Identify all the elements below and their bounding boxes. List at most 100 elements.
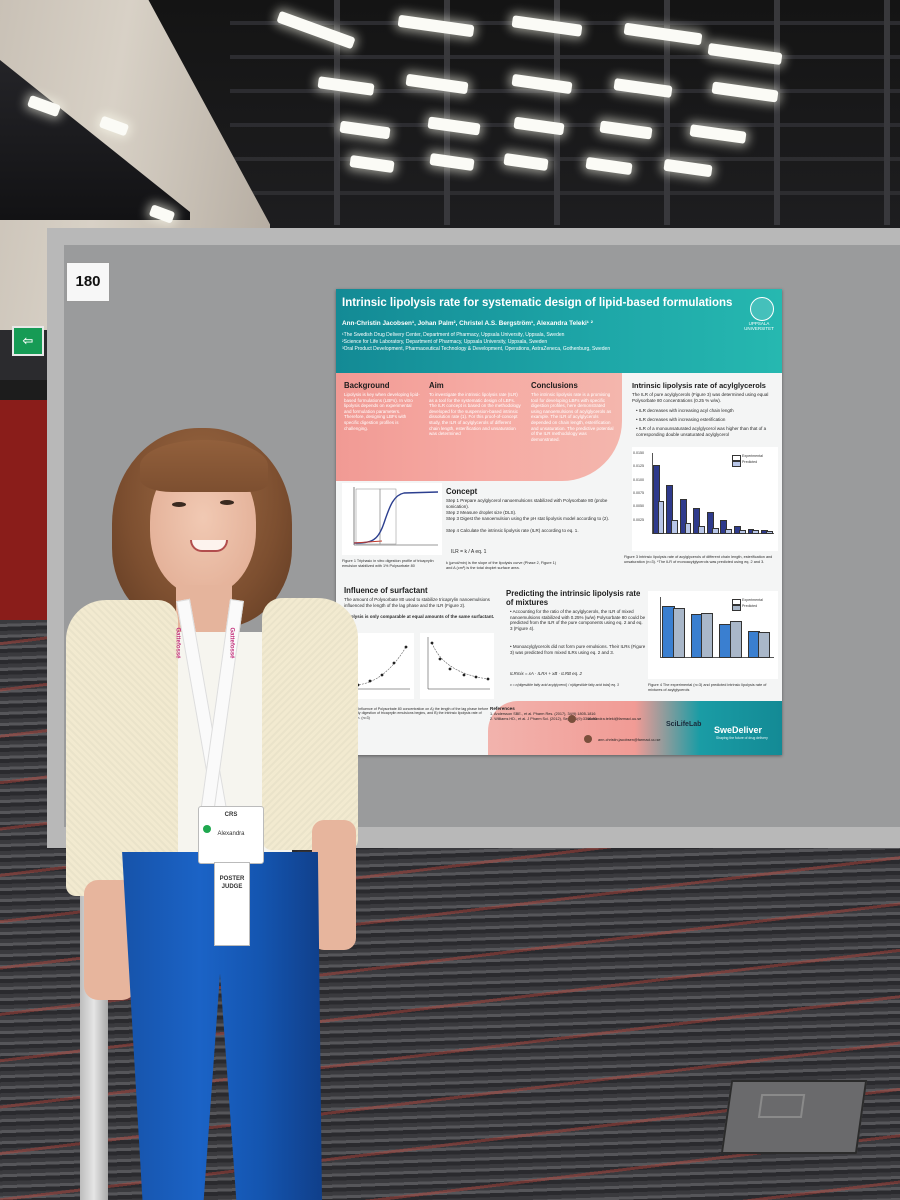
figure-2b-chart — [420, 633, 494, 699]
experimental-bar — [733, 525, 741, 535]
equation-3: x = n(digestible fatty acid acylglycerol… — [510, 683, 619, 687]
experimental-bar — [666, 485, 674, 534]
poster-title: Intrinsic lipolysis rate for systematic … — [342, 297, 733, 309]
contact-email: alexandra.teleki@farmaci.uu.se — [588, 717, 642, 721]
acyl-bullet: • ILR decreases with increasing acyl cha… — [636, 408, 734, 413]
figure-3-bar-chart: Experimental Predicted 0.0150 0.0125 0.0100 0… — [632, 447, 778, 551]
predicted-bar — [752, 530, 760, 534]
author-photo-icon — [568, 715, 576, 723]
y-tick-label: 0.0150 — [633, 451, 644, 455]
experimental-bar — [720, 520, 728, 534]
aim-heading: Aim — [429, 381, 444, 390]
surfactant-bold: Lipolysis is only comparable at equal am… — [344, 614, 495, 619]
contact-email: ann-christin.jacobsen@farmaci.uu.se — [598, 738, 661, 742]
y-tick-label: 0.0050 — [633, 504, 644, 509]
acyl-text: The ILR of pure acylglycerols (Figure 3)… — [632, 392, 769, 403]
predicted-bar — [698, 525, 706, 535]
y-axis — [652, 453, 653, 533]
poster-affiliation: ³Oral Product Development, Pharmaceutica… — [342, 346, 611, 352]
board-number: 180 — [66, 262, 110, 302]
predicted-bar — [671, 520, 678, 534]
y-tick-label: 0.0125 — [633, 464, 644, 469]
figure-4-caption: Figure 4 The experimental (n=3) and pred… — [648, 683, 767, 692]
predicted-bar — [738, 529, 746, 535]
poster-affiliation: ²Science for Life Laboratory, Department… — [342, 339, 548, 345]
predicted-bar — [701, 612, 714, 658]
concept-step: Step 4 Calculate the intrinsic lipolysis… — [446, 528, 579, 533]
author-photo-icon — [584, 735, 592, 743]
legend-swatch — [732, 461, 741, 467]
swedeliver-tagline: Shaping the future of drug delivery — [716, 736, 768, 740]
concept-step: Step 3 Digest the nanoemulsion using the… — [446, 516, 610, 521]
predicted-bar — [725, 529, 733, 534]
poster-header — [336, 289, 782, 373]
pink-band — [336, 373, 622, 481]
x-axis — [652, 533, 774, 534]
poster-affiliation: ¹The Swedish Drug Delivery Center, Depar… — [342, 332, 565, 338]
poster-authors: Ann-Christin Jacobsen¹, Johan Palm², Chr… — [342, 320, 593, 327]
predicting-heading: Predicting the intrinsic lipolysis rate … — [506, 589, 641, 607]
concept-step: Step 1 Prepare acylglycerol nanoemulsion… — [446, 498, 608, 509]
aim-text: To investigate the intrinsic lipolysis r… — [429, 392, 521, 437]
legend-swatch — [732, 599, 741, 605]
concept-note: k (µmol/min) is the slope of the lipolys… — [446, 561, 557, 570]
predicted-bar — [684, 523, 692, 534]
experimental-bar — [747, 529, 755, 534]
swedeliver-logo: SweDeliver — [714, 725, 763, 735]
x-axis — [660, 657, 774, 658]
experimental-bar — [706, 511, 714, 534]
experimental-bar — [761, 529, 768, 535]
experimental-bar — [747, 630, 761, 658]
figure-2a-svg — [351, 637, 410, 690]
predicted-bar — [711, 527, 719, 535]
figure-1-lipolysis-curve — [342, 483, 442, 555]
figure-2a-chart — [344, 633, 414, 699]
figure-3-caption: Figure 3 Intrinsic lipolysis rate of acy… — [624, 555, 773, 564]
legend-label: Predicted — [742, 604, 758, 608]
legend-swatch — [732, 605, 741, 611]
acyl-bullet: • ILR of a monounsaturated acylglycerol … — [636, 426, 767, 437]
experimental-bar — [719, 623, 732, 658]
conclusions-text: The intrinsic lipolysis rate is a promis… — [531, 392, 614, 442]
figure-2-caption: Figure 2 Influence of Polysorbate 80 con… — [344, 707, 489, 720]
acyl-bullet: • ILR decreases with increasing esterifi… — [636, 417, 726, 422]
figure-2b-svg — [427, 637, 490, 690]
y-axis — [660, 597, 661, 657]
scientific-poster: Intrinsic lipolysis rate for systematic … — [336, 289, 782, 755]
legend-label: Experimental — [742, 598, 763, 602]
concept-step: Step 2 Measure droplet size (DLS). — [446, 510, 517, 515]
figure-4-bar-chart: Experimental Predicted — [648, 591, 778, 679]
experimental-bar — [679, 498, 687, 534]
figure-1-svg — [353, 487, 439, 546]
predicting-bullet: • Accounting for the ratio of the acylgl… — [510, 609, 646, 631]
experimental-bar — [652, 465, 660, 534]
legend-label: Predicted — [742, 460, 758, 464]
y-tick-label: 0.0025 — [633, 517, 644, 522]
board-leg — [80, 820, 108, 1200]
predicted-bar — [758, 632, 771, 658]
poster-footer — [488, 701, 782, 755]
predicted-bar — [765, 530, 773, 535]
figure-1-caption: Figure 1 Triphasic in vitro digestion pr… — [342, 559, 434, 568]
background-heading: Background — [344, 381, 390, 390]
legend-swatch — [732, 455, 741, 461]
predicted-bar — [729, 621, 742, 658]
equation-1: ILR = k / A eq. 1 — [451, 549, 487, 555]
predicted-bar — [657, 501, 665, 534]
reference-item: 2. Williams HD., et al. J Pharm Sci. (20… — [490, 716, 597, 721]
references: References 1. Andersson SBE., et al. Pha… — [490, 706, 620, 721]
concept-heading: Concept — [446, 487, 478, 496]
experimental-bar — [662, 605, 675, 658]
y-tick-label: 0.0075 — [633, 491, 644, 495]
background-text: Lipolysis is key when developing lipid-b… — [344, 392, 420, 431]
university-seal-icon — [750, 297, 774, 321]
scilifelab-logo: SciLifeLab — [666, 721, 702, 728]
equation-2: ILRmix = xA · ILRA + xB · ILRB eq. 2 — [510, 671, 582, 676]
surfactant-heading: Influence of surfactant — [344, 586, 428, 595]
reference-item: 1. Andersson SBE., et al. Pharm Res. (20… — [490, 711, 596, 716]
references-heading: References — [490, 706, 515, 711]
conclusions-heading: Conclusions — [531, 381, 578, 390]
y-tick-label: 0.0100 — [633, 477, 644, 482]
acyl-heading: Intrinsic lipolysis rate of acylglycerol… — [632, 381, 766, 390]
